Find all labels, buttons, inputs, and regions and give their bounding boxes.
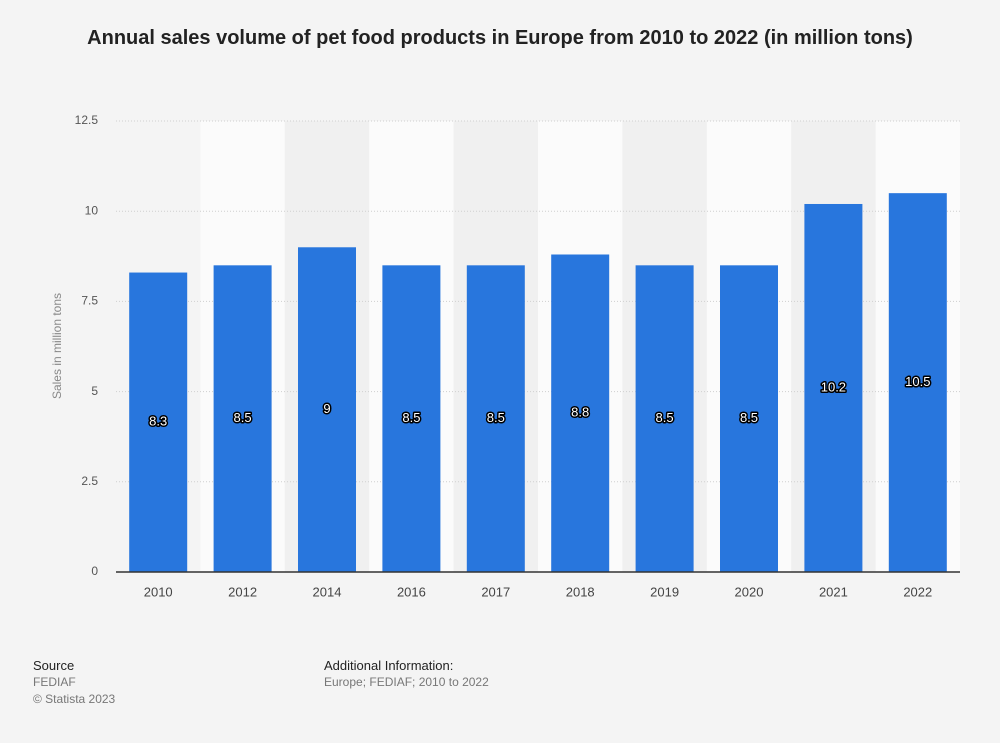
bar [298, 247, 356, 572]
y-tick-label: 2.5 [81, 474, 98, 488]
x-tick-label: 2018 [566, 584, 595, 599]
data-label: 8.5 [740, 410, 758, 425]
data-label: 8.8 [571, 405, 589, 420]
source: FEDIAF [33, 675, 76, 689]
data-label: 8.5 [402, 410, 420, 425]
data-label: 9 [323, 401, 330, 416]
bar [551, 254, 610, 572]
data-label: 8.3 [149, 414, 167, 429]
bar [466, 265, 525, 572]
info-label: Additional Information: [324, 658, 454, 673]
bar [888, 193, 947, 572]
x-tick-label: 2016 [397, 584, 426, 599]
x-tick-label: 2022 [903, 584, 932, 599]
data-label: 10.2 [821, 379, 846, 394]
bar [129, 272, 188, 572]
bar [720, 265, 778, 572]
source-label: Source [33, 658, 75, 673]
x-tick-label: 2014 [313, 584, 342, 599]
copyright: © Statista 2023 [33, 692, 116, 706]
data-label: 8.5 [234, 410, 252, 425]
y-tick-label: 5 [91, 384, 98, 398]
y-tick-label: 7.5 [81, 294, 98, 308]
x-tick-label: 2019 [650, 584, 679, 599]
data-label: 8.5 [487, 410, 505, 425]
data-label: 8.5 [656, 410, 674, 425]
x-tick-label: 2021 [819, 584, 848, 599]
info: Europe; FEDIAF; 2010 to 2022 [324, 675, 489, 689]
x-tick-label: 2020 [735, 584, 764, 599]
info-block: Additional Information: Europe; FEDIAF; … [324, 657, 489, 691]
source-block: Source FEDIAF © Statista 2023 [33, 657, 115, 708]
x-tick-label: 2017 [481, 584, 510, 599]
bar [804, 203, 863, 572]
chart-title: Annual sales volume of pet food products… [87, 27, 913, 49]
bar [382, 265, 441, 572]
bar [635, 265, 694, 572]
y-tick-label: 0 [91, 564, 98, 578]
data-label: 10.5 [905, 374, 930, 389]
x-tick-label: 2012 [228, 584, 257, 599]
x-tick-label: 2010 [144, 584, 173, 599]
y-tick-label: 12.5 [75, 113, 99, 127]
y-tick-label: 10 [85, 203, 99, 217]
bar [213, 265, 272, 572]
y-axis-label: Sales in million tons [50, 293, 64, 399]
